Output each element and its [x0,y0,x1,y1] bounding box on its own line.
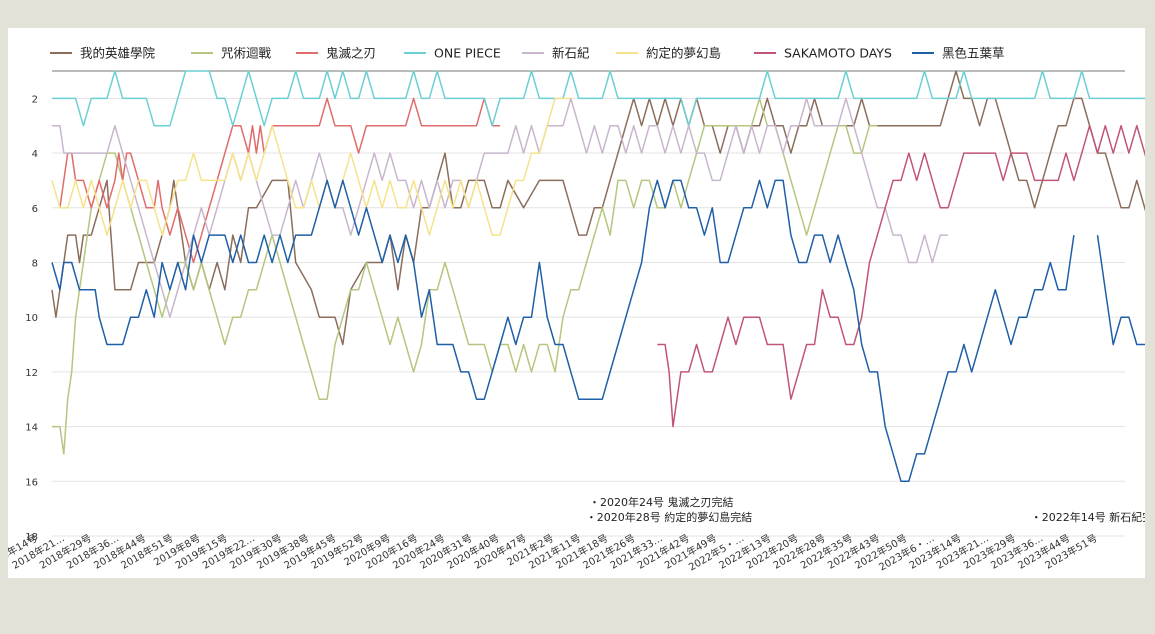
legend-item: SAKAMOTO DAYS [754,46,892,61]
series-line-5 [51,97,571,236]
legend-item: 黑色五葉草 [912,46,1005,61]
y-tick-label: 2 [32,94,38,105]
legend-label: 咒術迴戰 [221,46,272,61]
y-tick-label: 10 [25,313,38,324]
legend-item: ONE PIECE [404,46,501,61]
series-line-6 [657,124,1145,428]
legend-label: 新石紀 [552,46,590,61]
legend-label: 約定的夢幻島 [646,46,721,61]
y-tick-label: 6 [32,204,38,215]
series-line-0 [51,70,1145,346]
legend-label: ONE PIECE [434,46,501,61]
y-tick-label: 16 [25,477,38,488]
legend-item: 鬼滅之刃 [296,46,376,61]
y-tick-label: 12 [25,368,38,379]
series-line-4 [52,97,949,318]
legend-item: 新石紀 [522,46,590,61]
legend-label: 鬼滅之刃 [326,46,376,61]
legend-label: 我的英雄學院 [80,46,156,61]
legend: 我的英雄學院 咒術迴戰 鬼滅之刃 ONE PIECE 新石紀 約定的夢幻島 SAKAMOTO… [50,46,1005,61]
legend-label: 黑色五葉草 [942,46,1005,61]
annotation: ・2022年14号 新石紀完結 [1031,510,1145,524]
chart-panel: 2 4 6 8 10 12 14 16 18 2018年14号 2018年21… 2018年29号 2… [8,28,1145,578]
annotation: ・2020年24号 鬼滅之刃完結 [589,495,734,509]
annotations: ・2020年24号 鬼滅之刃完結・2020年28号 約定的夢幻島完結 ・2022年… [586,495,1145,524]
line-chart: 2 4 6 8 10 12 14 16 18 2018年14号2018年21…2018年29号2… [8,46,1145,574]
x-axis: 2018年14号2018年21…2018年29号2018年36…2018年44号… [8,531,1100,573]
y-tick-label: 8 [32,258,38,269]
legend-item: 咒術迴戰 [191,46,272,61]
gridlines [52,70,1125,537]
y-tick-label: 4 [32,149,38,160]
series-line-1 [52,97,878,455]
annotation: ・2020年28号 約定的夢幻島完結 [586,510,753,524]
y-tick-label: 18 [25,532,38,543]
series-line-3 [52,70,1145,127]
y-axis: 2 4 6 8 10 12 14 16 18 [25,94,38,543]
series-lines [51,70,1145,483]
y-tick-label: 14 [25,423,38,434]
legend-item: 約定的夢幻島 [616,46,721,61]
legend-item: 我的英雄學院 [50,46,156,61]
series-line-7 [51,179,1145,483]
legend-label: SAKAMOTO DAYS [784,46,892,61]
series-line-2 [59,97,501,264]
